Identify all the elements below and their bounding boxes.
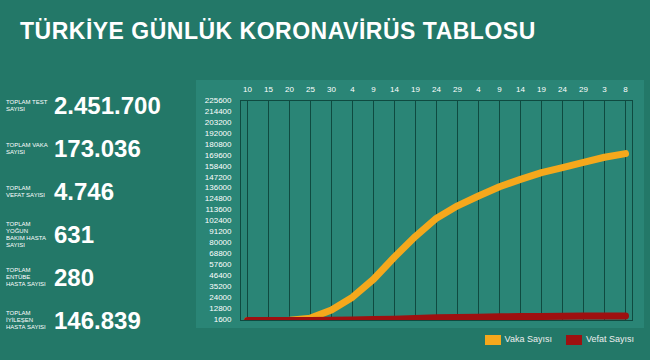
html-text:4.746: 4.746 xyxy=(54,177,115,205)
html-text:TÜRKİYE GÜNLÜK KORONAVİRÜS TAB: TÜRKİYE GÜNLÜK KORONAVİRÜS TABLOSU xyxy=(20,18,536,44)
svg-text:214400: 214400 xyxy=(205,107,232,116)
html-text:173.036: 173.036 xyxy=(54,134,141,162)
svg-text:35200: 35200 xyxy=(209,282,232,291)
svg-text:1600: 1600 xyxy=(214,314,232,323)
svg-text:46400: 46400 xyxy=(209,271,232,280)
svg-text:124800: 124800 xyxy=(205,194,232,203)
svg-text:192000: 192000 xyxy=(205,129,232,138)
svg-text:9: 9 xyxy=(497,85,502,94)
svg-text:20: 20 xyxy=(285,85,294,94)
html-text:146.839: 146.839 xyxy=(54,306,141,334)
html-text:Vefat Sayısı: Vefat Sayısı xyxy=(586,334,634,344)
html-text:631: 631 xyxy=(54,220,94,248)
svg-text:180800: 180800 xyxy=(205,140,232,149)
svg-text:24000: 24000 xyxy=(209,293,232,302)
svg-text:12800: 12800 xyxy=(209,304,232,313)
svg-text:25: 25 xyxy=(306,85,315,94)
svg-text:24: 24 xyxy=(558,85,567,94)
svg-text:14: 14 xyxy=(390,85,399,94)
svg-text:4: 4 xyxy=(350,85,355,94)
svg-text:8: 8 xyxy=(623,85,628,94)
svg-text:14: 14 xyxy=(516,85,525,94)
html-text:2.451.700: 2.451.700 xyxy=(54,91,161,119)
svg-text:10: 10 xyxy=(243,85,252,94)
svg-text:30: 30 xyxy=(327,85,336,94)
svg-text:9: 9 xyxy=(371,85,376,94)
svg-text:169600: 169600 xyxy=(205,151,232,160)
svg-text:29: 29 xyxy=(453,85,462,94)
svg-text:102400: 102400 xyxy=(205,216,232,225)
svg-text:91200: 91200 xyxy=(209,227,232,236)
html-text:TOPLAM TEST SAYISI: TOPLAM TEST SAYISI xyxy=(6,98,48,112)
html-text:TOPLAM YOĞUN BAKIM HASTA SAYIS: TOPLAM YOĞUN BAKIM HASTA SAYISI xyxy=(6,220,46,248)
svg-text:136000: 136000 xyxy=(205,183,232,192)
svg-text:158400: 158400 xyxy=(205,162,232,171)
html-text:280: 280 xyxy=(54,263,94,291)
svg-text:57600: 57600 xyxy=(209,260,232,269)
svg-text:3: 3 xyxy=(602,85,607,94)
svg-text:80000: 80000 xyxy=(209,238,232,247)
html-text:Vaka Sayısı: Vaka Sayısı xyxy=(504,334,552,344)
svg-text:225600: 225600 xyxy=(205,96,232,105)
svg-text:147200: 147200 xyxy=(205,173,232,182)
svg-text:19: 19 xyxy=(537,85,546,94)
svg-text:203200: 203200 xyxy=(205,118,232,127)
svg-text:4: 4 xyxy=(476,85,481,94)
svg-text:68800: 68800 xyxy=(209,249,232,258)
html-text:TOPLAM VAKA SAYISI: TOPLAM VAKA SAYISI xyxy=(6,141,48,155)
svg-text:24: 24 xyxy=(432,85,441,94)
svg-text:113600: 113600 xyxy=(205,205,232,214)
svg-text:15: 15 xyxy=(264,85,273,94)
svg-text:29: 29 xyxy=(579,85,588,94)
html-text:TOPLAM ENTÜBE HASTA SAYISI: TOPLAM ENTÜBE HASTA SAYISI xyxy=(6,267,46,287)
svg-text:19: 19 xyxy=(411,85,420,94)
html-text:TOPLAM İYİLEŞEN HASTA SAYISI: TOPLAM İYİLEŞEN HASTA SAYISI xyxy=(6,310,46,330)
html-text:TOPLAM VEFAT SAYISI: TOPLAM VEFAT SAYISI xyxy=(6,184,45,198)
